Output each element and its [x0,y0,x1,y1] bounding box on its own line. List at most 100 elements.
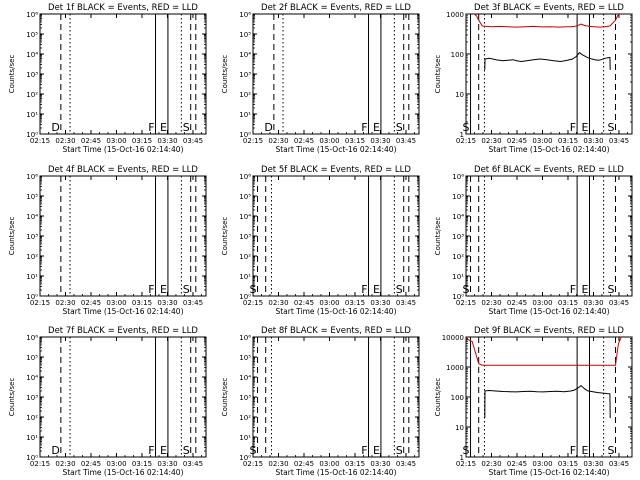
event-marker-label: E [160,283,167,296]
x-tick-label: 03:15 [558,299,578,307]
y-tick-label: 10⁴ [26,213,38,221]
x-tick-label: 02:15 [243,299,263,307]
x-tick-label: 02:15 [30,460,50,468]
x-tick-label: 03:15 [345,460,365,468]
x-tick-label: 02:15 [456,137,476,145]
x-tick-label: 02:30 [268,137,288,145]
y-tick-label: 10⁵ [452,193,464,201]
x-tick-label: 03:30 [370,137,390,145]
x-tick-label: 03:45 [183,299,203,307]
panel-title: Det 6f BLACK = Events, RED = LLD [474,165,624,175]
event-marker-label: S [608,283,615,296]
panel-title: Det 9f BLACK = Events, RED = LLD [474,326,624,336]
lld-series-line [465,337,622,366]
y-tick-label: 10 [455,424,464,432]
x-tick-label: 03:30 [583,299,603,307]
y-tick-label: 10¹ [239,111,251,119]
x-tick-label: 02:30 [55,460,75,468]
x-tick-label: 02:45 [81,460,101,468]
y-tick-label: 10² [26,414,38,422]
event-marker-label: E [373,283,380,296]
event-marker-label: S [396,444,403,457]
y-tick-label: 10⁶ [26,173,38,181]
event-marker-label: F [361,121,367,134]
event-marker-label: S [463,121,470,134]
y-tick-label: 10⁰ [239,454,251,462]
event-marker-label: F [570,121,576,134]
y-tick-label: 10⁴ [26,51,38,59]
x-axis-label: Start Time (15-Oct-16 02:14:40) [275,307,396,316]
x-axis-label: Start Time (15-Oct-16 02:14:40) [275,145,396,154]
x-tick-label: 03:30 [583,137,603,145]
x-tick-label: 03:00 [532,460,552,468]
x-tick-label: 03:00 [319,299,339,307]
y-tick-label: 10³ [26,233,38,241]
event-marker-label: S [183,283,190,296]
event-marker-label: F [361,283,367,296]
event-marker-label: E [373,121,380,134]
x-tick-label: 03:45 [609,299,629,307]
x-tick-label: 03:30 [157,299,177,307]
panel-title: Det 4f BLACK = Events, RED = LLD [48,165,198,175]
y-tick-label: 10¹ [26,273,38,281]
y-tick-label: 10⁶ [26,11,38,19]
event-marker-label: E [373,444,380,457]
y-tick-label: 10¹ [26,434,38,442]
y-tick-label: 10⁵ [239,31,251,39]
y-tick-label: 1000 [446,11,464,19]
x-tick-label: 02:45 [507,299,527,307]
event-marker-label: D [264,121,272,134]
x-tick-label: 03:30 [157,137,177,145]
x-tick-label: 03:30 [583,460,603,468]
x-tick-label: 03:15 [132,137,152,145]
x-tick-label: 03:45 [396,137,416,145]
y-tick-label: 10⁰ [26,131,38,139]
x-tick-label: 03:15 [558,137,578,145]
x-tick-label: 03:00 [106,137,126,145]
x-tick-label: 03:00 [532,299,552,307]
y-tick-label: 10³ [26,394,38,402]
y-tick-label: 10⁴ [239,374,251,382]
y-tick-label: 10² [452,253,464,261]
x-tick-label: 02:30 [55,299,75,307]
y-tick-label: 10¹ [239,273,251,281]
x-tick-label: 03:45 [396,460,416,468]
plot-frame [465,13,633,135]
x-tick-label: 02:30 [481,137,501,145]
y-tick-label: 10³ [239,233,251,241]
y-tick-label: 10³ [26,71,38,79]
y-tick-label: 10⁴ [452,213,464,221]
event-marker-label: S [250,283,257,296]
event-marker-label: S [608,121,615,134]
y-tick-label: 10³ [452,233,464,241]
y-tick-label: 1 [460,131,464,139]
x-tick-label: 03:30 [370,460,390,468]
x-axis-label: Start Time (15-Oct-16 02:14:40) [488,307,609,316]
y-tick-label: 10⁵ [239,354,251,362]
events-series-line [484,384,611,419]
x-axis-label: Start Time (15-Oct-16 02:14:40) [62,307,183,316]
y-tick-label: 10⁶ [239,173,251,181]
x-tick-label: 03:30 [157,460,177,468]
detector-panel-5: Det 5f BLACK = Events, RED = LLD 10⁰ 10¹ 10… [221,165,420,316]
x-tick-label: 03:45 [609,460,629,468]
y-axis-label: Counts/sec [221,55,229,94]
lld-series-line [473,13,621,28]
y-tick-label: 10⁵ [26,31,38,39]
y-tick-label: 10⁴ [239,213,251,221]
event-marker-label: F [148,121,154,134]
event-marker-label: S [608,444,615,457]
x-tick-label: 02:45 [294,299,314,307]
event-marker-label: F [148,444,154,457]
panel-title: Det 5f BLACK = Events, RED = LLD [261,165,411,175]
x-tick-label: 02:45 [81,299,101,307]
x-tick-label: 03:45 [183,460,203,468]
y-tick-label: 100 [451,51,464,59]
x-tick-label: 03:15 [558,460,578,468]
event-marker-label: E [582,121,589,134]
y-tick-label: 10³ [239,394,251,402]
x-tick-label: 03:00 [106,460,126,468]
event-marker-label: F [570,283,576,296]
y-tick-label: 10⁰ [239,131,251,139]
